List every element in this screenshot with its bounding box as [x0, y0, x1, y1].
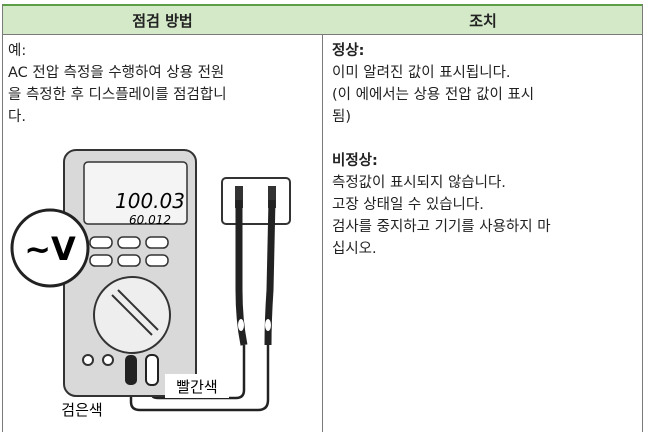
text-line: 됨)	[332, 109, 351, 125]
outlet-slot	[268, 186, 276, 208]
meter-display	[83, 161, 188, 225]
illustration: 100.03 60.012 ~V 빨간색 검은색	[10, 149, 291, 419]
black-plug	[125, 355, 137, 385]
outlet-slot	[235, 186, 243, 208]
jacks	[82, 354, 114, 366]
display-main: 100.03	[115, 189, 185, 213]
text-line: 다.	[8, 109, 26, 125]
red-plug	[145, 354, 159, 386]
label-bg	[165, 374, 229, 398]
text-line: 검사를 중지하고 기기를 사용하지 마	[332, 219, 551, 235]
border	[642, 4, 643, 432]
normal-title: 정상:	[332, 43, 365, 59]
example-label: 예:	[8, 43, 27, 59]
probe-mark	[238, 319, 244, 331]
text-line: 측정값이 표시되지 않습니다.	[332, 175, 506, 191]
text-line: AC 전압 측정을 수행하여 상용 전원	[8, 65, 225, 81]
function-label: ~V	[24, 230, 76, 268]
border	[322, 35, 323, 432]
abnormal-title: 비정상:	[332, 153, 378, 169]
outlet	[221, 177, 291, 225]
black-probe	[264, 199, 276, 346]
method-cell: 예: AC 전압 측정을 수행하여 상용 전원 을 측정한 후 디스플레이를 점…	[8, 40, 227, 128]
text-line: 십시오.	[332, 241, 377, 257]
probe-mark	[265, 319, 271, 331]
header-cell: 점검 방법	[2, 4, 323, 35]
text-line: 이미 알려진 값이 표시됩니다.	[332, 65, 511, 81]
text-line: 을 측정한 후 디스플레이를 점검합니	[8, 87, 227, 103]
red-probe	[235, 200, 248, 346]
function-badge	[10, 208, 90, 288]
action-cell: 정상: 이미 알려진 값이 표시됩니다. (이 에에서는 상용 전압 값이 표시…	[332, 40, 551, 260]
border	[2, 4, 3, 432]
red-label: 빨간색	[176, 378, 217, 396]
black-wire	[129, 345, 270, 412]
black-label: 검은색	[61, 401, 102, 419]
header-cell: 조치	[323, 4, 643, 35]
display-sub: 60.012	[129, 213, 171, 227]
buttons	[89, 236, 169, 267]
text-line: (이 에에서는 상용 전압 값이 표시	[332, 87, 535, 103]
dial-knob	[111, 289, 159, 336]
text-line: 고장 상태일 수 있습니다.	[332, 197, 484, 213]
